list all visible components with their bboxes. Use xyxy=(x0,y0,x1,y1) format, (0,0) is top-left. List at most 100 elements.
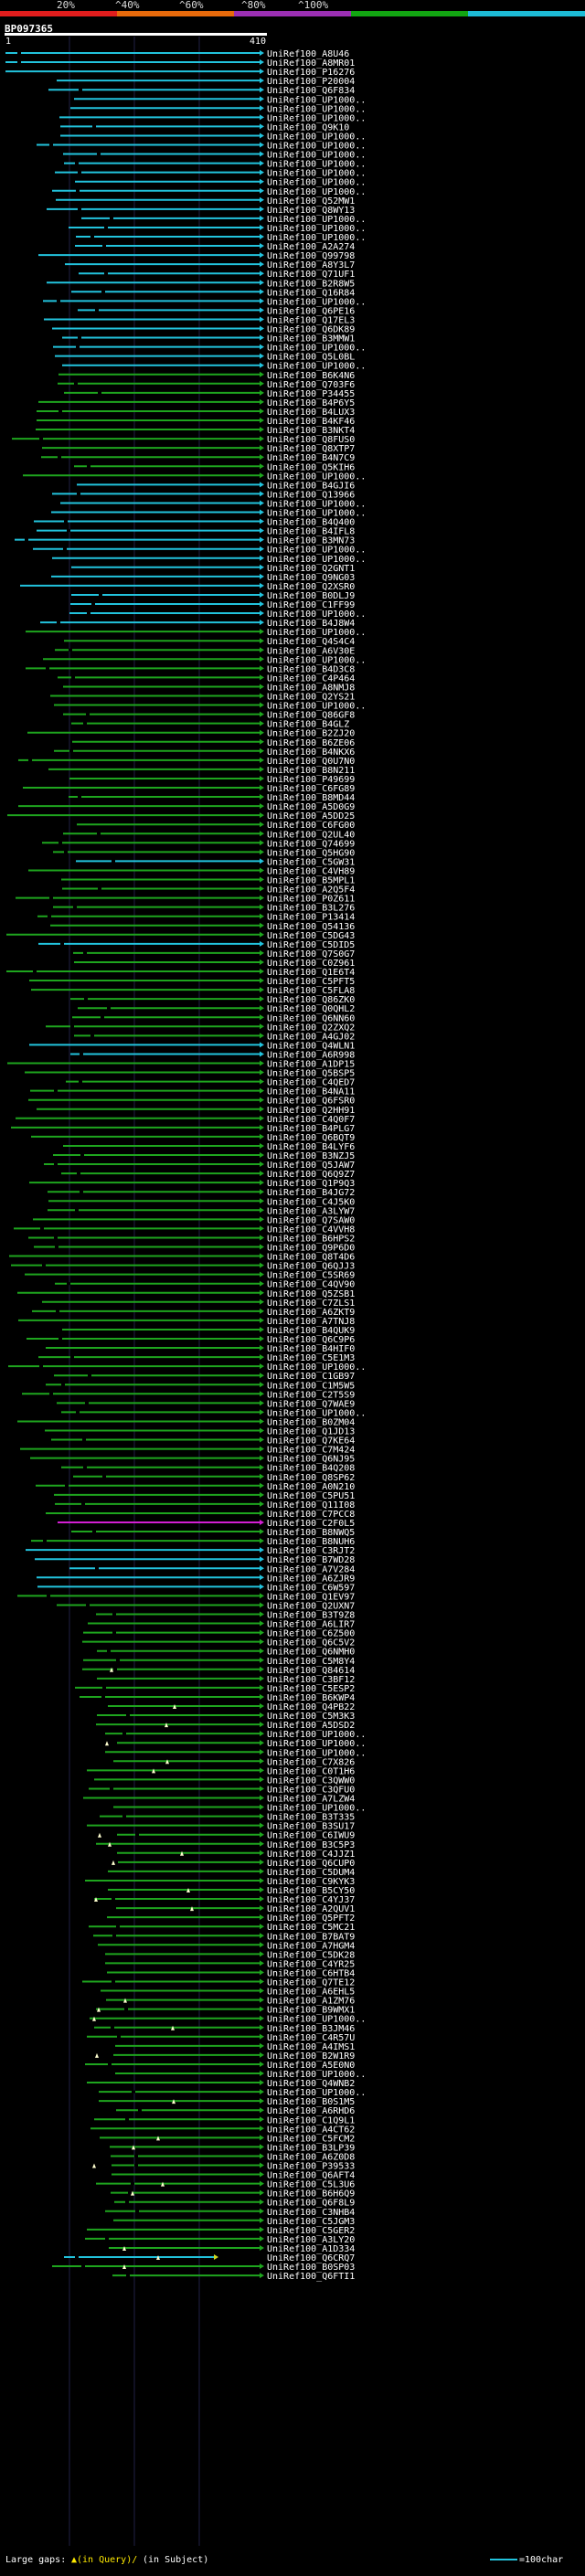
hit-label: UniRef100_C4QV90 xyxy=(267,1280,355,1290)
hit-label: UniRef100_A7HGM4 xyxy=(267,1941,355,1951)
alignment-row: UniRef100_B3MN73 xyxy=(15,536,355,546)
hit-label: UniRef100_B4PLG7 xyxy=(267,1124,355,1134)
arrow-head xyxy=(260,2171,264,2178)
alignment-row: UniRef100_B4N7C9 xyxy=(41,453,355,463)
arrow-head xyxy=(260,353,264,359)
hit-label: UniRef100_Q6F8L9 xyxy=(267,2199,355,2209)
hit-label: UniRef100_B5CY50 xyxy=(267,1886,355,1896)
alignment-row: UniRef100_A0N210 xyxy=(36,1482,355,1492)
hit-label: UniRef100_B3SU17 xyxy=(267,1822,355,1832)
alignment-row: UniRef100_Q1EV97 xyxy=(17,1592,355,1602)
arrow-head xyxy=(260,169,264,175)
query-gap-marker xyxy=(152,1768,155,1774)
hit-label: UniRef100_UP1000.. xyxy=(267,132,366,142)
arrow-head xyxy=(260,1280,264,1287)
hit-label: UniRef100_A3LY20 xyxy=(267,2235,355,2245)
query-id: BP097365 xyxy=(5,23,53,35)
alignment-row: UniRef100_A1D334 xyxy=(109,2244,355,2254)
arrow-head xyxy=(260,1602,264,1608)
hit-label: UniRef100_C5ESP2 xyxy=(267,1684,355,1694)
query-gap-marker xyxy=(165,1723,168,1728)
hit-label: UniRef100_Q54136 xyxy=(267,922,355,932)
query-gap-marker xyxy=(92,2163,96,2168)
alignment-row: UniRef100_Q5PFT2 xyxy=(107,1913,355,1924)
arrow-head xyxy=(260,978,264,984)
alignment-row: UniRef100_Q13966 xyxy=(52,490,355,500)
hit-label: UniRef100_UP1000.. xyxy=(267,1739,366,1749)
hit-label: UniRef100_UP1000.. xyxy=(267,1748,366,1758)
alignment-row: UniRef100_P20004 xyxy=(57,77,355,87)
query-gap-marker xyxy=(92,2016,96,2021)
hit-label: UniRef100_B4JG72 xyxy=(267,1188,355,1198)
arrow-head xyxy=(260,1703,264,1709)
alignment-row: UniRef100_C2F0L5 xyxy=(58,1519,355,1529)
arrow-head xyxy=(260,50,264,56)
arrow-head xyxy=(260,1767,264,1774)
hit-label: UniRef100_Q7KE64 xyxy=(267,1436,355,1447)
hit-label: UniRef100_B7BAT9 xyxy=(267,1932,355,1942)
arrow-head xyxy=(260,949,264,956)
hit-label: UniRef100_UP1000.. xyxy=(267,2088,366,2098)
alignment-row: UniRef100_Q6AFT4 xyxy=(112,2171,355,2181)
hit-label: UniRef100_Q99798 xyxy=(267,251,355,261)
arrow-head xyxy=(260,527,264,534)
arrow-head xyxy=(260,1840,264,1847)
alignment-row: UniRef100_C4YJ37 xyxy=(94,1895,355,1905)
alignment-row: UniRef100_A2QUV1 xyxy=(116,1904,355,1914)
arrow-head xyxy=(260,747,264,754)
hit-label: UniRef100_C4VH89 xyxy=(267,866,355,876)
alignment-row: UniRef100_B4NKX6 xyxy=(54,747,355,758)
hit-label: UniRef100_P20004 xyxy=(267,77,355,87)
query-gap-marker xyxy=(156,2136,160,2141)
alignment-row: UniRef100_A3LYW7 xyxy=(48,1206,355,1216)
hit-label: UniRef100_Q0QHL2 xyxy=(267,1004,355,1014)
hit-label: UniRef100_A4CT62 xyxy=(267,2125,355,2135)
hit-label: UniRef100_C4Q0F7 xyxy=(267,1115,355,1125)
arrow-head xyxy=(260,1106,264,1112)
alignment-row: UniRef100_C0Z961 xyxy=(74,959,355,969)
alignment-row: UniRef100_UP1000.. xyxy=(99,2088,366,2098)
arrow-head xyxy=(260,463,264,470)
arrow-head xyxy=(260,2189,264,2196)
arrow-head xyxy=(260,629,264,635)
hit-label: UniRef100_A5D0G9 xyxy=(267,802,355,812)
alignment-row: UniRef100_Q8SP62 xyxy=(73,1473,355,1483)
hit-label: UniRef100_B4GJI6 xyxy=(267,481,355,491)
query-gap-marker xyxy=(190,1906,194,1912)
alignment-row: UniRef100_C4P464 xyxy=(58,673,355,684)
hit-label: UniRef100_B0S1M5 xyxy=(267,2097,355,2107)
arrow-head xyxy=(260,1455,264,1461)
hit-label: UniRef100_Q52MW1 xyxy=(267,196,355,207)
arrow-head xyxy=(260,2153,264,2159)
alignment-row: UniRef100_B8MD44 xyxy=(69,793,355,803)
alignment-row: UniRef100_Q5ZSB1 xyxy=(17,1289,355,1299)
alignment-row: UniRef100_C3RJT2 xyxy=(26,1546,355,1556)
hit-label: UniRef100_A8MR01 xyxy=(267,58,355,69)
hit-label: UniRef100_C4YR25 xyxy=(267,1959,355,1969)
arrow-head xyxy=(260,1712,264,1719)
arrow-head xyxy=(260,1629,264,1636)
arrow-head xyxy=(260,1400,264,1406)
arrow-head xyxy=(260,867,264,874)
hit-label: UniRef100_Q6C9P6 xyxy=(267,1335,355,1345)
hit-label: UniRef100_Q6PE16 xyxy=(267,306,355,316)
arrow-head xyxy=(260,1308,264,1314)
hit-label: UniRef100_UP1000.. xyxy=(267,215,366,225)
arrow-head xyxy=(260,1924,264,1930)
hit-label: UniRef100_C5MC21 xyxy=(267,1923,355,1933)
arrow-head xyxy=(260,1740,264,1746)
alignment-row: UniRef100_B6HPS2 xyxy=(28,1234,355,1244)
alignment-row: UniRef100_UP1000.. xyxy=(26,628,366,638)
arrow-head xyxy=(260,1547,264,1553)
alignment-row: UniRef100_Q2YS21 xyxy=(50,693,355,703)
arrow-head xyxy=(260,1749,264,1755)
alignment-row: UniRef100_Q9NG03 xyxy=(51,573,355,583)
hit-label: UniRef100_Q7TE12 xyxy=(267,1978,355,1988)
color-key-segment-4 xyxy=(351,11,468,16)
alignment-row: UniRef100_C5FCM2 xyxy=(100,2134,355,2144)
alignment-row: UniRef100_Q9K10 xyxy=(60,122,349,133)
hit-label: UniRef100_A1DP15 xyxy=(267,1060,355,1070)
arrow-head xyxy=(260,1087,264,1094)
arrow-head xyxy=(260,1776,264,1783)
alignment-row: UniRef100_C3NHB4 xyxy=(105,2208,355,2218)
